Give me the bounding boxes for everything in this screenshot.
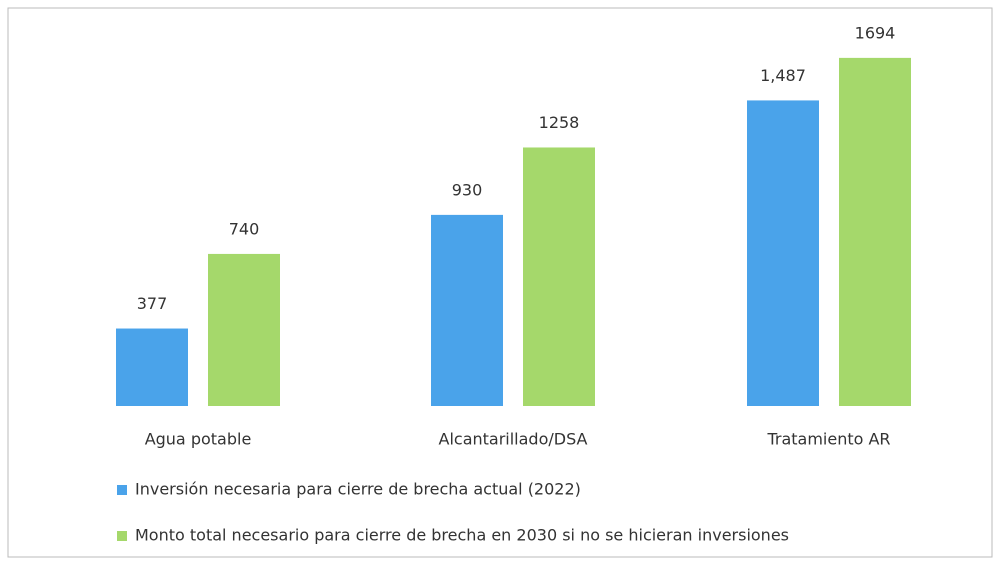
data-label: 1,487 bbox=[760, 66, 806, 85]
bar bbox=[116, 328, 188, 406]
legend-label: Monto total necesario para cierre de bre… bbox=[135, 526, 789, 545]
legend-label: Inversión necesaria para cierre de brech… bbox=[135, 480, 581, 499]
data-label: 1694 bbox=[855, 23, 896, 42]
data-label: 1258 bbox=[539, 113, 580, 132]
x-tick-label: Alcantarillado/DSA bbox=[439, 430, 588, 449]
data-label: 740 bbox=[229, 219, 260, 238]
x-tick-label: Agua potable bbox=[145, 430, 252, 449]
data-label: 930 bbox=[452, 180, 483, 199]
data-label: 377 bbox=[137, 294, 168, 313]
legend-swatch bbox=[117, 531, 127, 541]
bar bbox=[747, 100, 819, 406]
bar bbox=[431, 214, 503, 406]
bar bbox=[208, 253, 280, 406]
legend-swatch bbox=[117, 485, 127, 495]
bar bbox=[839, 57, 911, 407]
x-tick-label: Tratamiento AR bbox=[766, 430, 890, 449]
bar bbox=[523, 147, 595, 406]
